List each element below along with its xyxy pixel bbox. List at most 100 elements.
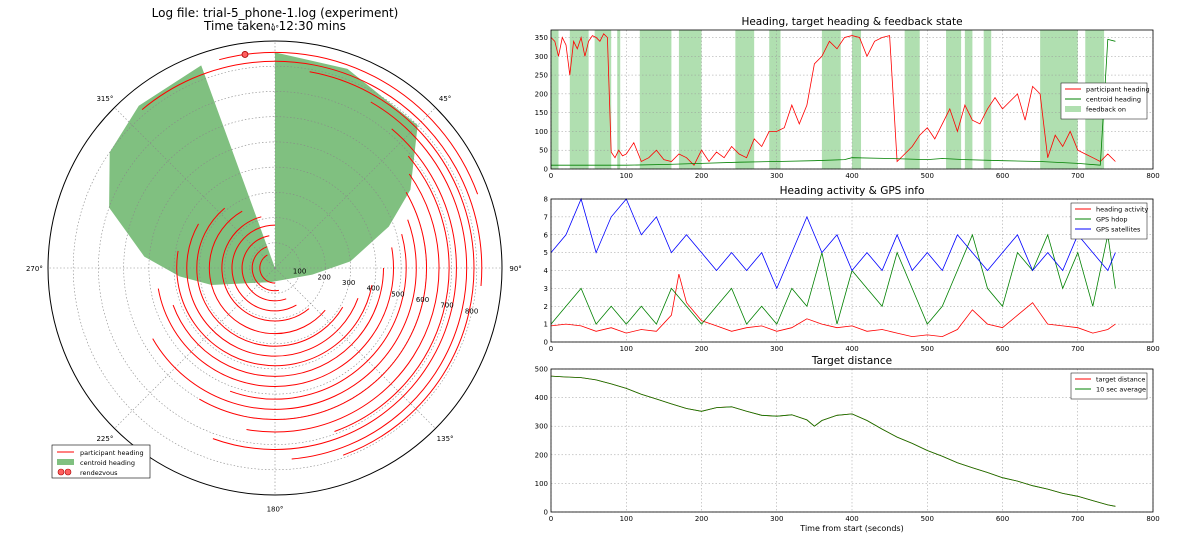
y-tick-label: 4 bbox=[544, 267, 549, 275]
radial-tick-label: 800 bbox=[465, 307, 478, 315]
y-tick-label: 300 bbox=[535, 423, 548, 431]
y-tick-label: 500 bbox=[535, 366, 548, 374]
y-tick-label: 100 bbox=[535, 128, 548, 136]
feedback-on-span bbox=[852, 30, 862, 169]
participant-heading-arc bbox=[141, 60, 483, 287]
legend-label: GPS hdop bbox=[1096, 216, 1128, 224]
chart-title: Heading, target heading & feedback state bbox=[741, 16, 962, 28]
polar-spoke bbox=[274, 107, 436, 269]
x-tick-label: 500 bbox=[921, 515, 934, 523]
participant-heading-arc bbox=[221, 216, 310, 322]
angle-label: 270° bbox=[26, 265, 43, 273]
y-tick-label: 300 bbox=[535, 53, 548, 61]
legend-swatch bbox=[1065, 106, 1081, 112]
x-tick-label: 100 bbox=[620, 515, 633, 523]
participant-heading-arc bbox=[208, 210, 326, 335]
participant-heading-arc bbox=[241, 235, 287, 302]
x-tick-label: 200 bbox=[695, 515, 708, 523]
x-tick-label: 300 bbox=[770, 172, 783, 180]
series-line bbox=[550, 273, 1116, 338]
series-line bbox=[551, 38, 1116, 166]
x-tick-label: 300 bbox=[770, 515, 783, 523]
chart-legend: heading activity GPS hdop GPS satellites bbox=[1070, 202, 1148, 240]
rendezvous-marker bbox=[241, 51, 249, 58]
participant-heading-arc bbox=[196, 207, 344, 347]
x-tick-label: 200 bbox=[695, 172, 708, 180]
x-axis-label: Time from start (seconds) bbox=[799, 524, 903, 533]
x-tick-label: 800 bbox=[1146, 345, 1159, 353]
x-tick-label: 800 bbox=[1146, 172, 1159, 180]
x-tick-label: 400 bbox=[845, 172, 858, 180]
participant-heading-arc bbox=[219, 51, 479, 195]
polar-spoke bbox=[274, 267, 436, 429]
angle-label: 45° bbox=[439, 95, 451, 103]
feedback-on-span bbox=[964, 30, 973, 169]
radial-tick-label: 200 bbox=[318, 273, 331, 281]
chart-legend: target distance 10 sec average bbox=[1070, 372, 1148, 400]
legend-label: participant heading bbox=[1086, 86, 1150, 94]
legend-swatch-rendezvous-2 bbox=[64, 468, 72, 476]
participant-heading-arc bbox=[157, 247, 394, 387]
polar-grid-circle bbox=[199, 192, 351, 344]
legend-swatch-centroid bbox=[57, 459, 74, 465]
feedback-on-span bbox=[594, 30, 612, 169]
y-tick-label: 8 bbox=[544, 196, 548, 204]
angle-label: 180° bbox=[267, 506, 284, 514]
radial-tick-label: 500 bbox=[391, 290, 404, 298]
y-tick-label: 100 bbox=[535, 480, 548, 488]
distance-chart: Target distance 0 100 200 300 400 500 600 700 800… bbox=[535, 355, 1160, 533]
x-tick-label: 500 bbox=[921, 345, 934, 353]
series-line bbox=[550, 375, 1116, 507]
feedback-on-span bbox=[769, 30, 781, 169]
series-line bbox=[550, 375, 1116, 507]
radial-tick-label: 100 bbox=[293, 268, 306, 276]
x-tick-label: 700 bbox=[1071, 172, 1084, 180]
y-tick-label: 7 bbox=[544, 213, 548, 221]
polar-grid-circle bbox=[173, 166, 377, 370]
angle-label: 135° bbox=[437, 435, 454, 443]
angle-label: 90° bbox=[509, 265, 521, 273]
y-tick-label: 350 bbox=[535, 34, 548, 42]
chart-title: Target distance bbox=[811, 355, 892, 367]
radial-tick-label: 300 bbox=[342, 279, 355, 287]
legend-label: target distance bbox=[1096, 376, 1145, 384]
feedback-on-span bbox=[946, 30, 962, 169]
radial-tick-label: 400 bbox=[367, 285, 380, 293]
heading-chart: Heading, target heading & feedback state… bbox=[535, 16, 1160, 180]
x-tick-label: 700 bbox=[1071, 345, 1084, 353]
log-file-title: Log file: trial-5_phone-1.log (experimen… bbox=[152, 6, 399, 20]
radial-tick-label: 600 bbox=[416, 296, 429, 304]
y-tick-label: 1 bbox=[544, 321, 548, 329]
participant-heading-arc bbox=[334, 155, 450, 432]
y-tick-label: 0 bbox=[544, 166, 548, 174]
legend-box bbox=[1070, 372, 1148, 400]
x-tick-label: 400 bbox=[845, 515, 858, 523]
feedback-on-span bbox=[983, 30, 992, 169]
time-taken-title: Time taken: 12:30 mins bbox=[203, 19, 346, 33]
polar-legend: participant heading centroid heading rende… bbox=[51, 444, 151, 479]
y-tick-label: 6 bbox=[544, 231, 549, 239]
legend-label-centroid: centroid heading bbox=[80, 459, 135, 467]
chart-title: Heading activity & GPS info bbox=[780, 185, 925, 197]
participant-heading-arc bbox=[176, 250, 373, 367]
participant-heading-arc bbox=[231, 224, 297, 312]
participant-heading-arc bbox=[309, 71, 475, 456]
participant-heading-arc bbox=[152, 219, 417, 410]
radial-tick-label: 700 bbox=[440, 302, 453, 310]
participant-heading-arc bbox=[172, 267, 384, 377]
polar-spoke bbox=[114, 107, 276, 269]
feedback-on-span bbox=[551, 30, 559, 169]
legend-label: heading activity bbox=[1096, 206, 1148, 214]
feedback-on-span bbox=[639, 30, 672, 169]
participant-heading-arc bbox=[259, 254, 276, 284]
plot-frame bbox=[550, 198, 1154, 343]
polar-spoke bbox=[114, 267, 276, 429]
x-tick-label: 500 bbox=[921, 172, 934, 180]
legend-label-participant: participant heading bbox=[80, 449, 144, 457]
y-tick-label: 3 bbox=[544, 285, 548, 293]
chart-legend: participant heading centroid heading feedb… bbox=[1060, 82, 1150, 120]
participant-heading-arc bbox=[186, 223, 359, 357]
x-tick-label: 800 bbox=[1146, 515, 1159, 523]
y-tick-label: 0 bbox=[544, 339, 548, 347]
